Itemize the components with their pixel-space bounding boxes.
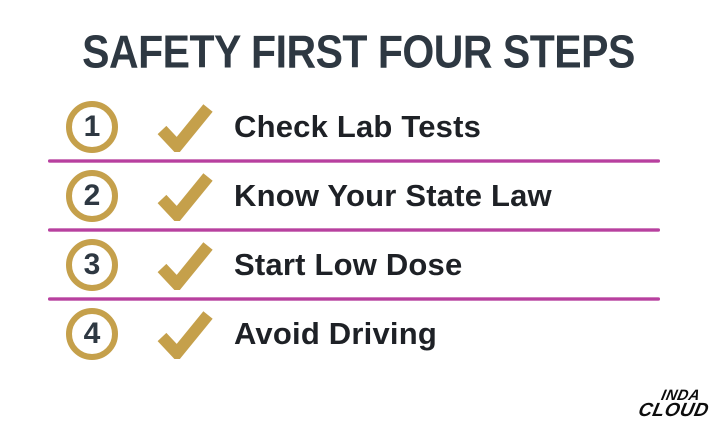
indacloud-logo: INDA CLOUD bbox=[636, 387, 713, 421]
logo-line-2: CLOUD bbox=[636, 400, 711, 421]
step-row-3: 3 Start Low Dose bbox=[0, 232, 717, 297]
checkmark-icon bbox=[156, 171, 214, 221]
step-label: Know Your State Law bbox=[234, 177, 552, 213]
step-number-badge: 4 bbox=[66, 307, 118, 360]
step-label: Check Lab Tests bbox=[234, 108, 482, 144]
checkmark-icon bbox=[156, 102, 214, 152]
step-number: 1 bbox=[83, 109, 101, 143]
divider bbox=[48, 297, 660, 301]
step-number: 4 bbox=[83, 316, 101, 350]
step-number-badge: 2 bbox=[66, 169, 118, 222]
checkmark-icon bbox=[156, 309, 214, 359]
divider bbox=[48, 159, 660, 163]
logo-line-1: INDA bbox=[659, 387, 702, 404]
step-label: Avoid Driving bbox=[234, 315, 437, 351]
divider bbox=[48, 228, 660, 232]
step-label: Start Low Dose bbox=[234, 246, 463, 282]
step-row-4: 4 Avoid Driving bbox=[0, 301, 717, 366]
slide: SAFETY FIRST FOUR STEPS 1 Check Lab Test… bbox=[0, 26, 717, 427]
page-title: SAFETY FIRST FOUR STEPS bbox=[82, 26, 635, 78]
step-number: 3 bbox=[83, 247, 101, 281]
step-number-badge: 1 bbox=[66, 100, 118, 153]
step-row-1: 1 Check Lab Tests bbox=[0, 94, 717, 159]
checkmark-icon bbox=[156, 240, 214, 290]
step-row-2: 2 Know Your State Law bbox=[0, 163, 717, 228]
step-number-badge: 3 bbox=[66, 238, 118, 291]
steps-list: 1 Check Lab Tests 2 Know Your State Law … bbox=[0, 94, 717, 366]
step-number: 2 bbox=[83, 178, 101, 212]
